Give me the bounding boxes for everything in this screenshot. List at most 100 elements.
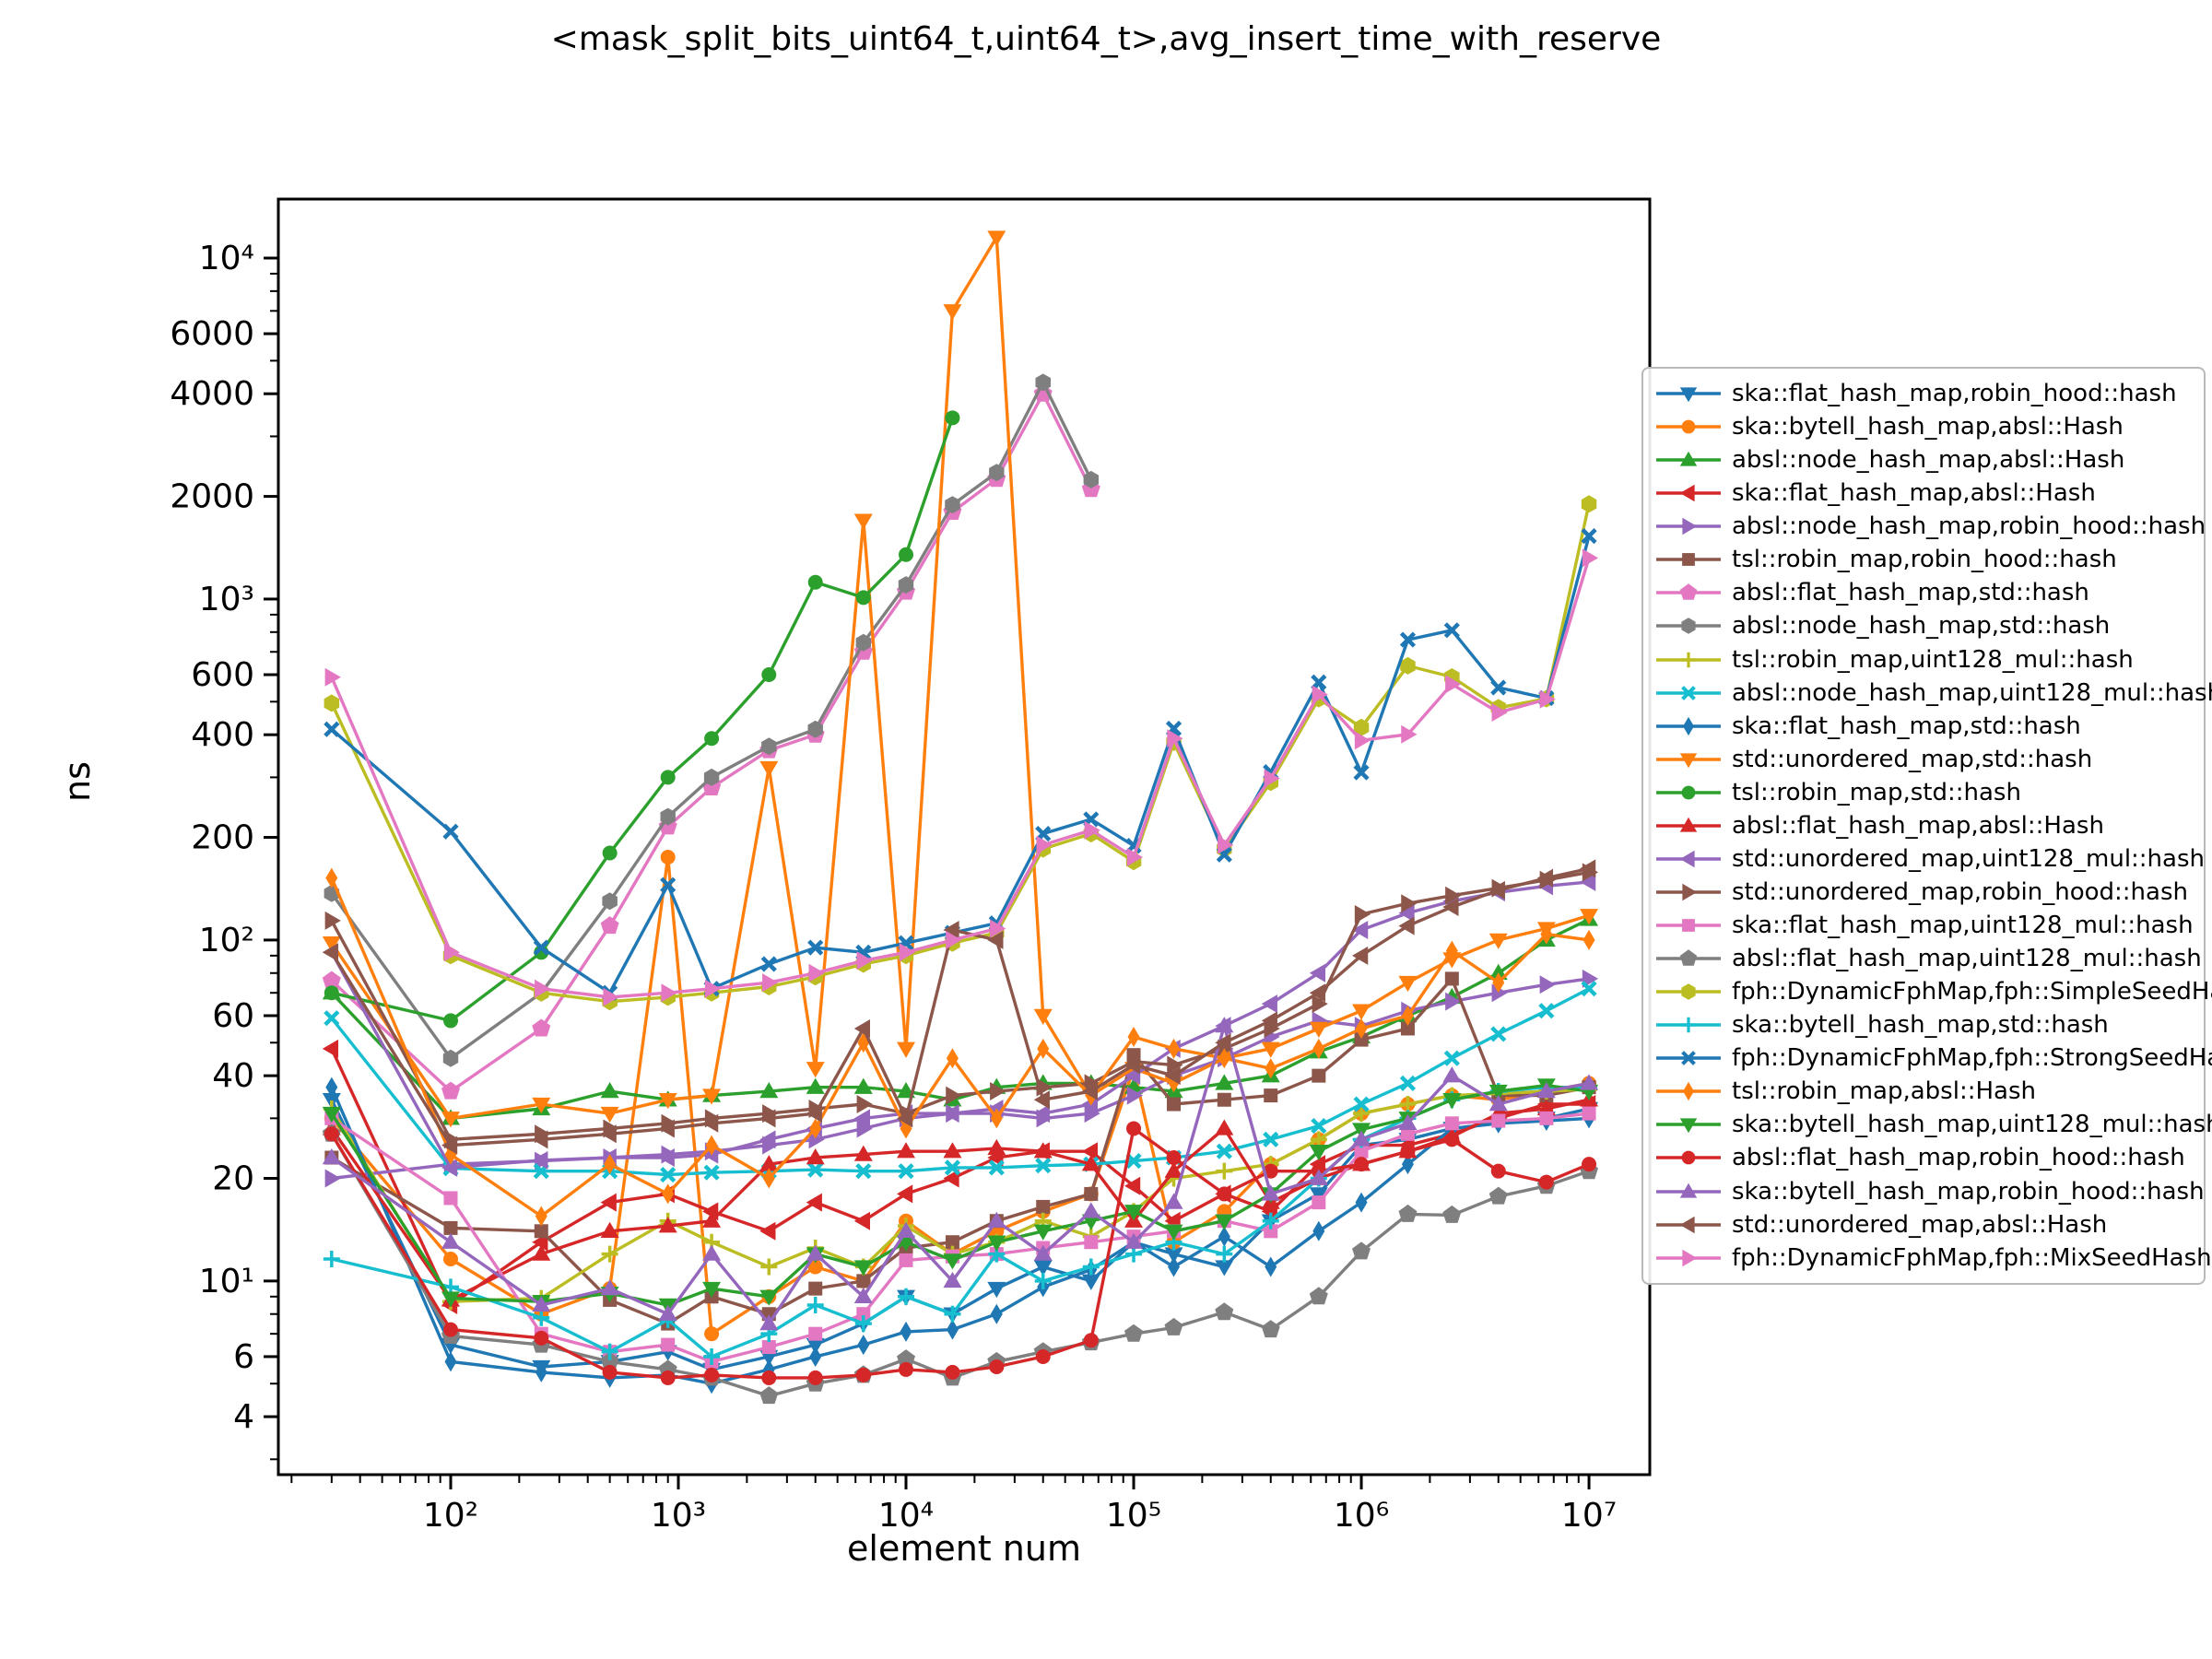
legend-item-label: ska::flat_hash_map,absl::Hash — [1732, 479, 2096, 508]
y-tick-label: 10³ — [199, 581, 254, 618]
legend-item-20: ska::bytell_hash_map,std::hash — [1653, 1009, 2196, 1041]
legend-item-label: std::unordered_map,uint128_mul::hash — [1732, 844, 2205, 873]
y-tick-label: 10¹ — [199, 1263, 254, 1300]
legend-item-4: ska::flat_hash_map,absl::Hash — [1653, 477, 2196, 509]
series-27 — [324, 548, 1599, 1006]
series-8 — [324, 373, 1099, 1067]
y-tick-label: 10⁴ — [199, 240, 254, 277]
x-axis-label: element num — [847, 1528, 1081, 1569]
legend-key-icon — [1656, 685, 1721, 700]
legend-item-label: absl::node_hash_map,std::hash — [1732, 612, 2111, 641]
x-tick-label: 10³ — [651, 1497, 706, 1535]
legend-item-label: absl::flat_hash_map,std::hash — [1732, 579, 2089, 607]
series-12 — [322, 230, 1599, 1128]
legend-key-icon — [1656, 451, 1721, 466]
y-tick-label: 400 — [191, 716, 254, 754]
legend-item-label: ska::bytell_hash_map,robin_hood::hash — [1732, 1177, 2205, 1206]
y-tick-label: 40 — [212, 1057, 254, 1095]
legend-key-icon — [1656, 817, 1721, 832]
series-line — [330, 1087, 1590, 1385]
legend-item-label: absl::flat_hash_map,robin_hood::hash — [1732, 1144, 2185, 1172]
series-26 — [322, 859, 1596, 1155]
y-tick-label: 60 — [212, 997, 254, 1035]
legend-item-label: fph::DynamicFphMap,fph::MixSeedHash — [1732, 1243, 2212, 1272]
legend-item-label: tsl::robin_map,std::hash — [1732, 778, 2021, 806]
legend-item-9: tsl::robin_map,uint128_mul::hash — [1653, 644, 2196, 676]
legend-key-icon — [1656, 949, 1721, 966]
legend-item-14: absl::flat_hash_map,absl::Hash — [1653, 810, 2196, 841]
series-line — [330, 503, 1591, 1004]
legend-item-label: tsl::robin_map,robin_hood::hash — [1732, 546, 2117, 574]
chart-title: <mask_split_bits_uint64_t,uint64_t>,avg_… — [550, 20, 1662, 58]
legend-item-label: absl::node_hash_map,uint128_mul::hash — [1732, 678, 2212, 707]
y-tick-label: 2000 — [170, 478, 254, 516]
legend-key-icon — [1656, 484, 1721, 502]
legend-item-label: ska::bytell_hash_map,std::hash — [1732, 1011, 2109, 1040]
series-line — [330, 535, 1591, 994]
legend-item-15: std::unordered_map,uint128_mul::hash — [1653, 843, 2205, 875]
legend-item-12: std::unordered_map,std::hash — [1653, 744, 2196, 775]
legend-key-icon — [1656, 716, 1721, 735]
y-tick-label: 600 — [191, 656, 254, 694]
y-tick-label: 6000 — [170, 315, 254, 353]
legend-item-16: std::unordered_map,robin_hood::hash — [1653, 877, 2196, 908]
legend-item-1: ska::flat_hash_map,robin_hood::hash — [1653, 378, 2196, 409]
series-24 — [324, 1121, 1597, 1385]
legend-item-17: ska::flat_hash_map,uint128_mul::hash — [1653, 910, 2196, 941]
x-tick-label: 10⁵ — [1106, 1497, 1161, 1535]
legend-key-icon — [1656, 518, 1721, 535]
legend-item-label: std::unordered_map,robin_hood::hash — [1732, 877, 2188, 906]
legend-item-label: absl::flat_hash_map,uint128_mul::hash — [1732, 945, 2202, 973]
legend-item-label: fph::DynamicFphMap,fph::SimpleSeedHash — [1732, 978, 2212, 1006]
legend-key-icon — [1656, 583, 1721, 601]
y-tick-label: 4000 — [170, 375, 254, 413]
x-tick-label: 10⁷ — [1561, 1497, 1617, 1535]
x-tick-label: 10⁴ — [878, 1497, 934, 1535]
legend-item-label: ska::flat_hash_map,std::hash — [1732, 712, 2081, 740]
series-10 — [324, 981, 1597, 1183]
legend-item-23: ska::bytell_hash_map,uint128_mul::hash — [1653, 1109, 2212, 1140]
axis-ticks: 10² 10³ 10⁴ 10⁵ 10⁶ 10⁷ 10⁴ 6000 4000 2000 10³ 600 4… — [170, 240, 1617, 1535]
legend-item-label: absl::flat_hash_map,absl::Hash — [1732, 811, 2104, 840]
legend-key-icon — [1656, 652, 1721, 667]
legend-key-icon — [1656, 553, 1721, 567]
legend-key-icon — [1656, 1216, 1721, 1233]
legend-key-icon — [1656, 883, 1721, 901]
series-6 — [324, 971, 1596, 1331]
legend-item-label: std::unordered_map,absl::Hash — [1732, 1210, 2108, 1239]
legend-key-icon — [1656, 919, 1721, 932]
y-tick-label: 20 — [212, 1159, 254, 1197]
legend-item-label: tsl::robin_map,uint128_mul::hash — [1732, 645, 2134, 674]
series-line — [330, 381, 1093, 1060]
legend-item-label: tsl::robin_map,absl::Hash — [1732, 1077, 2036, 1106]
y-tick-label: 10² — [199, 922, 254, 959]
legend-item-8: absl::node_hash_map,std::hash — [1653, 610, 2196, 641]
legend-item-13: tsl::robin_map,std::hash — [1653, 777, 2196, 808]
legend-key-icon — [1656, 419, 1721, 434]
legend-item-label: fph::DynamicFphMap,fph::StrongSeedHash — [1732, 1044, 2212, 1073]
y-tick-label: 200 — [191, 819, 254, 857]
legend-key-icon — [1656, 785, 1721, 800]
legend-key-icon — [1656, 1082, 1721, 1101]
legend-key-icon — [1656, 387, 1721, 403]
y-tick-label: 6 — [233, 1338, 254, 1376]
legend-item-22: tsl::robin_map,absl::Hash — [1653, 1076, 2196, 1107]
legend-item-21: fph::DynamicFphMap,fph::StrongSeedHash — [1653, 1042, 2212, 1074]
legend-key-icon — [1656, 1017, 1721, 1033]
legend-item-25: ska::bytell_hash_map,robin_hood::hash — [1653, 1176, 2205, 1207]
legend-item-19: fph::DynamicFphMap,fph::SimpleSeedHash — [1653, 976, 2212, 1007]
x-tick-label: 10² — [423, 1497, 478, 1535]
legend-key-icon — [1656, 1051, 1721, 1066]
legend-item-label: std::unordered_map,std::hash — [1732, 745, 2093, 773]
legend-item-2: ska::bytell_hash_map,absl::Hash — [1653, 411, 2196, 442]
legend-key-icon — [1656, 1182, 1721, 1198]
x-tick-label: 10⁶ — [1334, 1497, 1389, 1535]
legend-item-27: fph::DynamicFphMap,fph::MixSeedHash — [1653, 1242, 2212, 1274]
legend-item-label: ska::bytell_hash_map,absl::Hash — [1732, 413, 2124, 441]
legend-item-label: absl::node_hash_map,robin_hood::hash — [1732, 512, 2206, 541]
legend-item-label: absl::node_hash_map,absl::Hash — [1732, 446, 2125, 475]
legend-item-label: ska::flat_hash_map,robin_hood::hash — [1732, 380, 2177, 407]
legend-item-10: absl::node_hash_map,uint128_mul::hash — [1653, 677, 2212, 709]
